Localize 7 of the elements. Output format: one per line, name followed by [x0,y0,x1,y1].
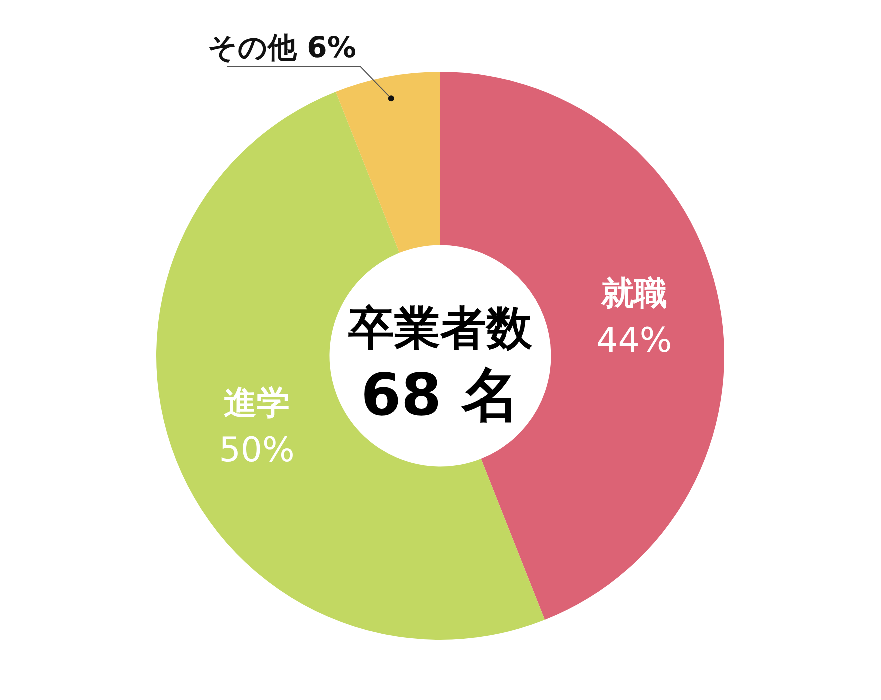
slice-label: 就職 [600,274,668,313]
data-label: 50% [219,430,295,470]
text: 68 名 [361,361,520,430]
slice-label: その他 6% [208,30,356,65]
slice-label: 進学 [224,383,290,422]
data-label: 44% [596,320,672,361]
text: 卒業者数 [348,300,534,355]
